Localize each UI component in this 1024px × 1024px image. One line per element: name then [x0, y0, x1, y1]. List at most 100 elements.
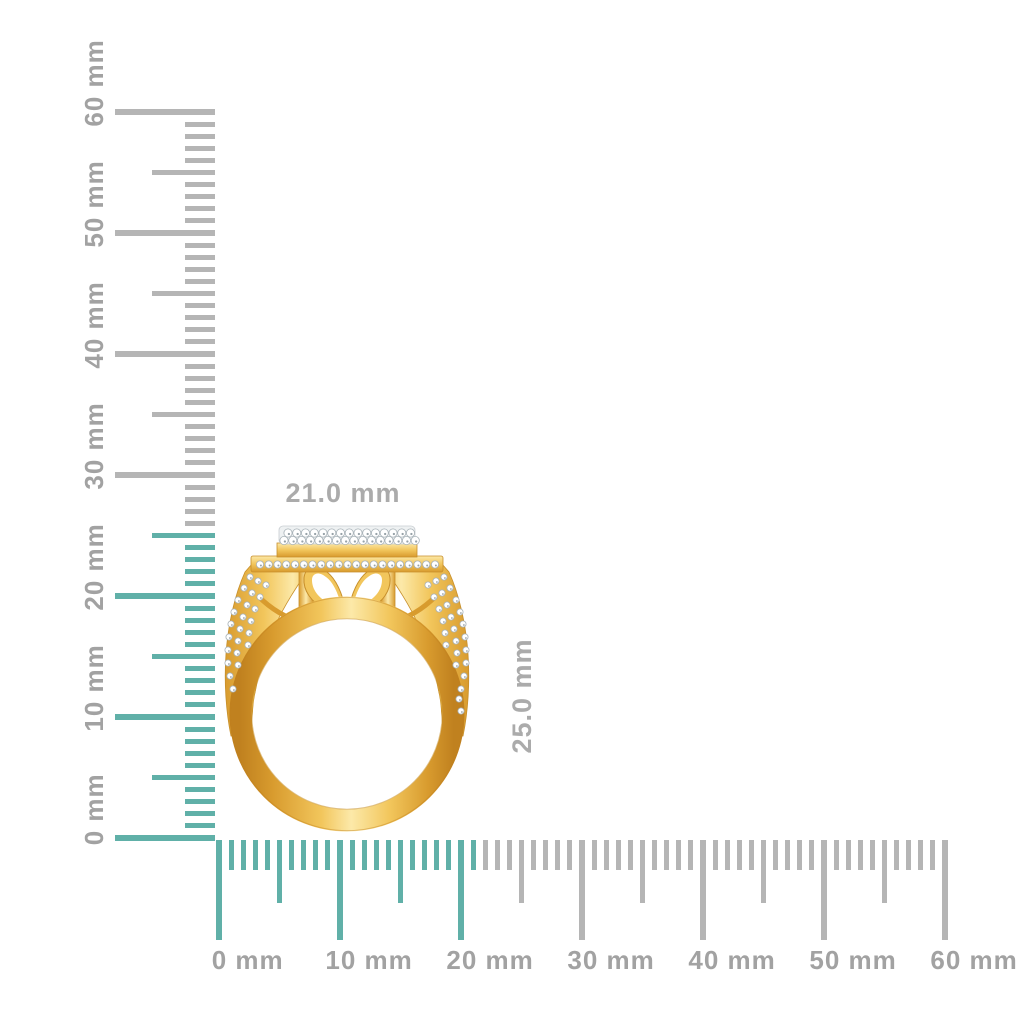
diamond-facet: [238, 641, 240, 643]
diamond-facet: [382, 564, 385, 567]
vertical-ruler-tick: [185, 605, 215, 611]
diamond: [309, 528, 319, 538]
vertical-ruler-tick: [185, 182, 215, 188]
vertical-ruler-tick: [185, 641, 215, 647]
diamond: [378, 560, 387, 569]
diamond-facet: [461, 689, 463, 691]
diamond: [446, 584, 454, 592]
diamond: [243, 601, 251, 609]
diamond-facet: [230, 676, 232, 678]
horizontal-ruler-tick: [906, 840, 912, 870]
horizontal-ruler-tick: [640, 840, 645, 903]
diamond: [442, 641, 450, 649]
diamond: [225, 633, 233, 641]
diamond: [384, 536, 394, 546]
diamond-facet: [322, 532, 326, 536]
horizontal-ruler-tick: [761, 840, 766, 903]
diamond-facet: [259, 564, 262, 567]
diamond: [358, 536, 368, 546]
horizontal-ruler-tick: [228, 840, 234, 870]
diamond: [461, 633, 469, 641]
vertical-ruler-tick: [185, 811, 215, 817]
diamond: [248, 589, 256, 597]
diamond: [452, 661, 460, 669]
vertical-ruler-tick: [185, 387, 215, 393]
vertical-ruler-tick: [185, 581, 215, 587]
diamond: [395, 560, 404, 569]
diamond-facet: [426, 564, 429, 567]
diamond: [452, 596, 460, 604]
diamond: [440, 573, 448, 581]
height-dimension-label: 25.0 mm: [507, 638, 537, 754]
horizontal-ruler-tick: [349, 840, 355, 870]
diamond-facet: [340, 532, 343, 536]
diamond-facet: [268, 564, 271, 567]
vertical-ruler-tick: [185, 690, 215, 696]
horizontal-ruler-label: 30 mm: [567, 945, 655, 975]
vertical-ruler-tick: [152, 654, 215, 659]
diamond-facet: [456, 641, 458, 643]
vertical-ruler-tick: [115, 230, 215, 236]
diamond-facet: [460, 612, 462, 614]
vertical-ruler-tick: [185, 617, 215, 623]
diamond: [246, 573, 254, 581]
diamond: [379, 528, 389, 538]
diamond-facet: [353, 540, 357, 543]
diamond: [393, 536, 403, 546]
vertical-ruler-tick: [185, 448, 215, 454]
diamond-facet: [286, 564, 289, 567]
diamond: [273, 560, 282, 569]
diamond: [224, 646, 232, 654]
diamond-facet: [415, 540, 418, 543]
diamond: [460, 672, 468, 680]
horizontal-ruler-tick: [821, 840, 827, 940]
vertical-ruler-tick: [185, 194, 215, 200]
pave-diamonds: [224, 528, 470, 715]
vertical-ruler-tick: [185, 762, 215, 768]
diamond-facet: [240, 629, 242, 631]
diamond: [452, 637, 460, 645]
diamond: [334, 560, 343, 569]
horizontal-ruler-tick: [736, 840, 742, 870]
diamond: [245, 629, 253, 637]
diamond-facet: [250, 577, 252, 579]
vertical-ruler-tick: [152, 291, 215, 296]
diamond-facet: [397, 540, 400, 543]
diamond-facet: [456, 665, 458, 667]
diamond-facet: [417, 564, 420, 567]
diamond-facet: [237, 653, 239, 655]
vertical-ruler-tick: [185, 750, 215, 756]
diamond-facet: [255, 609, 257, 611]
diamond-facet: [451, 617, 453, 619]
diamond: [255, 560, 264, 569]
vertical-ruler-tick: [185, 508, 215, 514]
diamond: [251, 605, 259, 613]
vertical-ruler-tick: [185, 545, 215, 551]
horizontal-ruler-tick: [277, 840, 282, 903]
vertical-ruler-tick: [115, 593, 215, 599]
horizontal-ruler-tick: [519, 840, 524, 903]
diamond-facet: [252, 593, 254, 595]
horizontal-ruler-tick: [422, 840, 428, 870]
vertical-ruler-tick: [185, 278, 215, 284]
diamond-facet: [373, 564, 376, 567]
diamond: [410, 536, 420, 546]
horizontal-ruler-tick: [688, 840, 694, 870]
diamond: [300, 528, 310, 538]
diamond: [438, 589, 446, 597]
horizontal-ruler-tick: [603, 840, 609, 870]
diamond-facet: [305, 532, 308, 536]
diamond: [299, 560, 308, 569]
horizontal-ruler-tick: [712, 840, 718, 870]
diamond-facet: [234, 612, 236, 614]
diamond-facet: [229, 637, 231, 639]
horizontal-ruler-tick: [845, 840, 851, 870]
diamond-facet: [447, 605, 449, 607]
diamond: [353, 528, 363, 538]
diamond: [254, 577, 262, 585]
vertical-ruler-tick: [185, 726, 215, 732]
vertical-ruler-tick: [152, 775, 215, 780]
diamond-facet: [347, 564, 350, 567]
diamond: [457, 685, 465, 693]
